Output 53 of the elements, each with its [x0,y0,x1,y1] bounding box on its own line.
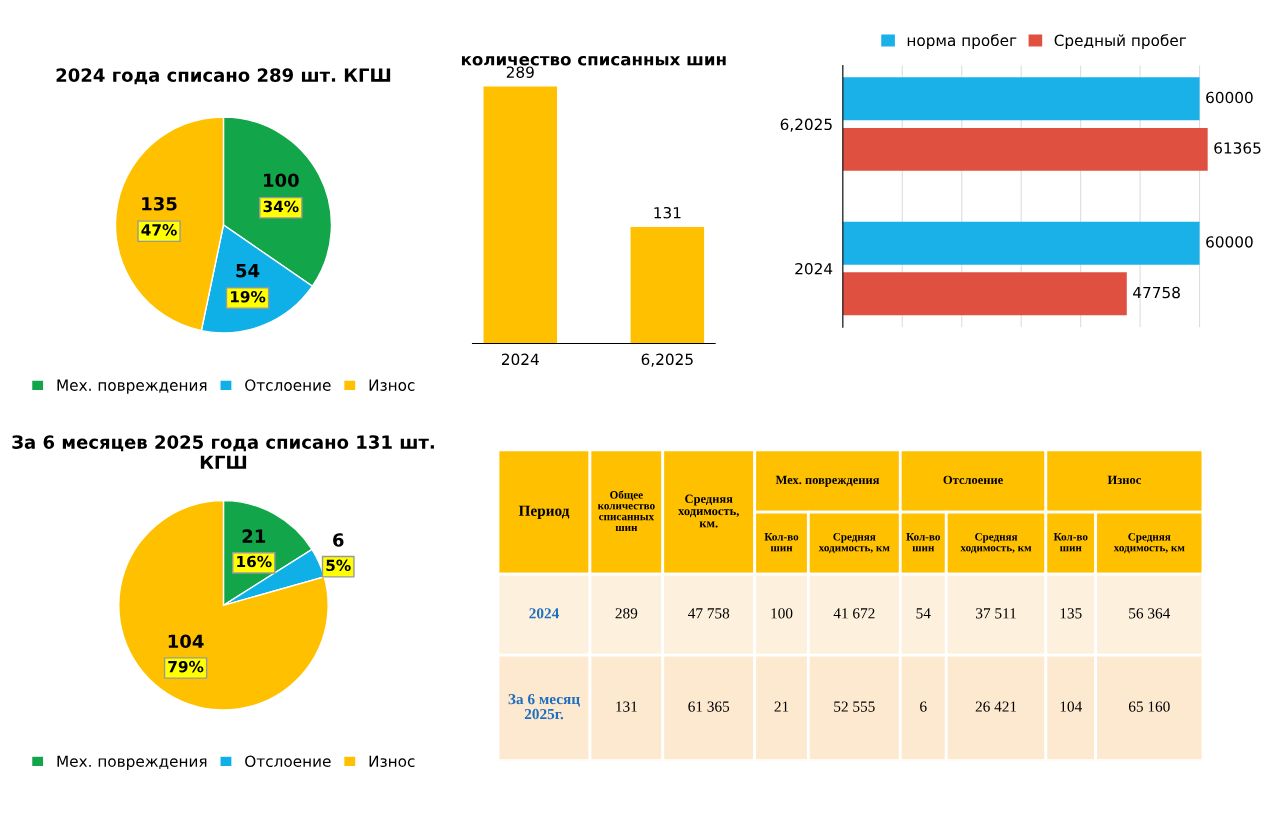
text: 56 364 [1129,608,1171,619]
text: 37 511 [976,608,1016,619]
text: Средняя ходимость, км [1113,533,1185,554]
text: 47 758 [688,608,730,619]
data-label: 135 47% [141,196,177,236]
text: 21 [774,701,789,712]
legend-label: Мех. повреждения [57,755,207,770]
data-label: 60000 [1206,236,1253,248]
text: Средняя ходимость, км [818,533,890,554]
text: 26 421 [975,701,1017,712]
text: Период [518,505,570,519]
chart-title: 2024 года списано 289 шт. КГШ [56,68,391,85]
text: 65 160 [1128,701,1170,712]
data-label: 54 19% [230,263,266,303]
chart-title: количество списанных шин [461,55,726,66]
text: 289 [615,608,638,619]
legend-label: Средный пробег [1054,34,1187,50]
text: 54 [916,608,931,619]
data-label: 60000 [1206,91,1253,104]
text: Общее количество списанных шин [597,490,655,532]
data-label: 131 [654,206,681,219]
data-label: 104 79% [168,634,204,673]
legend-label: Износ [369,755,415,768]
text: Мех. повреждения [775,475,880,487]
text: 2024 [529,608,559,619]
text: 41 672 [833,608,875,619]
text: 135 [1060,608,1082,619]
chart-title: За 6 месяцев 2025 года списано 131 шт. КГШ [12,435,434,469]
legend-label: Мех. повреждения [57,379,207,394]
legend-label: Износ [369,379,415,391]
text: Износ [1107,475,1141,485]
text: Кол-во шин [764,533,799,552]
text: 61 365 [688,701,730,712]
data-label: 21 16% [237,529,272,568]
text: Средняя ходимость, км. [678,494,739,528]
data-label: 6 5% [326,533,351,572]
text: Кол-во шин [1053,533,1088,552]
legend-label: Отслоение [245,379,331,391]
text: 52 555 [834,701,875,712]
text: 100 [771,608,793,619]
text: Отслоение [943,475,1003,485]
text: За 6 месяц 2025г. [508,694,580,720]
text: Кол-во шин [906,533,941,552]
text: 6 [920,701,927,712]
data-label: 47758 [1133,286,1180,299]
data-label: 100 34% [263,173,299,213]
data-label: 289 [506,66,534,78]
data-label: 61365 [1214,142,1261,154]
text: 131 [616,701,637,712]
legend-label: Отслоение [245,755,331,768]
text: Средняя ходимость, км [960,533,1032,554]
legend-label: норма пробег [907,34,1017,50]
text: 104 [1060,701,1082,712]
